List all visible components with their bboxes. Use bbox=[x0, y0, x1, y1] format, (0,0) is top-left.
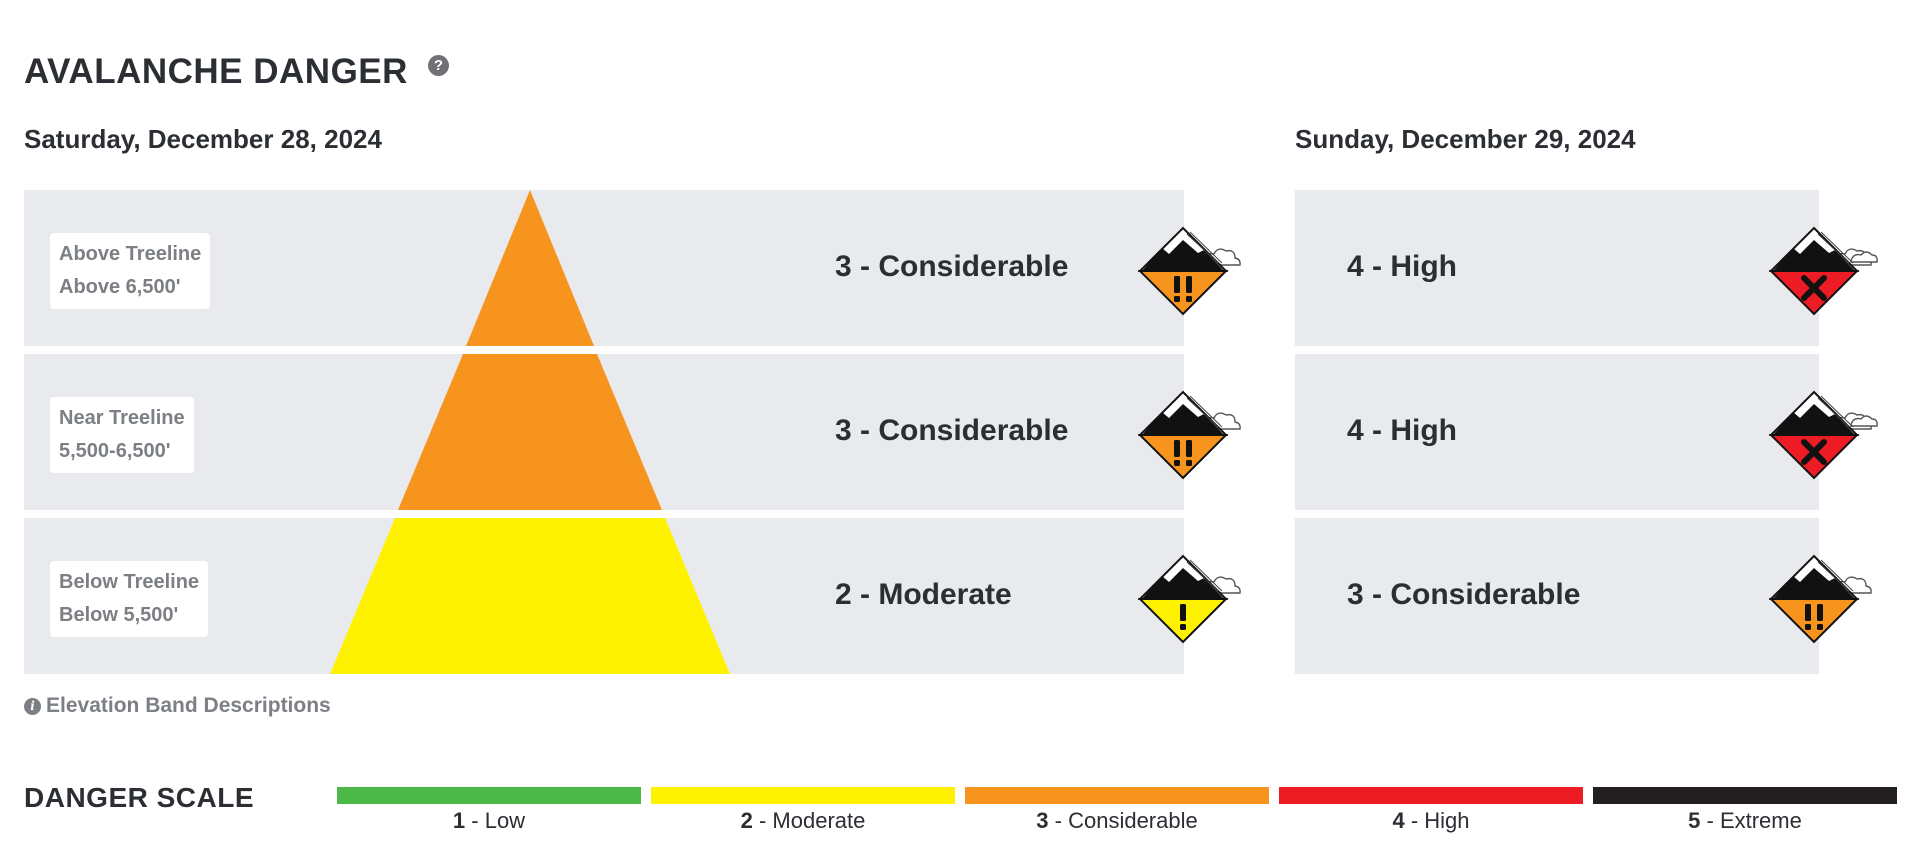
danger-scale-extreme: 5 - Extreme bbox=[1593, 787, 1897, 834]
page-title: AVALANCHE DANGER bbox=[24, 52, 408, 91]
scale-bar bbox=[1279, 787, 1583, 804]
info-icon: i bbox=[24, 697, 41, 715]
band-elevation: Above 6,500' bbox=[59, 276, 181, 298]
band-name: Above Treeline bbox=[59, 243, 202, 265]
high-danger-icon bbox=[1769, 226, 1878, 316]
day2-band-below-treeline: 3 - Considerable bbox=[1295, 518, 1872, 674]
elevation-label-below-treeline: Below Treeline Below 5,500' bbox=[50, 561, 209, 637]
scale-bar bbox=[1593, 787, 1897, 804]
band-name: Near Treeline bbox=[59, 407, 185, 429]
elevation-label-above-treeline: Above Treeline Above 6,500' bbox=[50, 233, 211, 309]
considerable-danger-icon bbox=[1138, 226, 1241, 316]
danger-rating: 4 - High bbox=[1347, 250, 1457, 283]
considerable-danger-icon bbox=[1769, 554, 1872, 644]
elevation-band-descriptions-link[interactable]: i Elevation Band Descriptions bbox=[24, 694, 331, 718]
band-name: Below Treeline bbox=[59, 571, 200, 593]
high-danger-icon bbox=[1769, 390, 1878, 480]
scale-bar bbox=[337, 787, 641, 804]
day2-band-near-treeline: 4 - High bbox=[1295, 354, 1878, 510]
elevation-label-near-treeline: Near Treeline 5,500-6,500' bbox=[50, 397, 194, 473]
header: AVALANCHE DANGER ? bbox=[24, 52, 449, 92]
danger-rating: 3 - Considerable bbox=[835, 414, 1069, 447]
scale-label: 3 - Considerable bbox=[1036, 808, 1198, 833]
danger-scale-moderate: 2 - Moderate bbox=[651, 787, 955, 834]
day2-band-above-treeline: 4 - High bbox=[1295, 190, 1878, 346]
moderate-danger-icon bbox=[1138, 554, 1241, 644]
day1-date: Saturday, December 28, 2024 bbox=[24, 124, 382, 154]
day1-band-above-treeline: Above Treeline Above 6,500' 3 - Consider… bbox=[24, 190, 1241, 346]
danger-scale-high: 4 - High bbox=[1279, 787, 1583, 834]
help-icon[interactable]: ? bbox=[427, 54, 449, 76]
band-elevation: Below 5,500' bbox=[59, 604, 179, 626]
scale-label: 5 - Extreme bbox=[1688, 808, 1802, 833]
scale-label: 1 - Low bbox=[452, 808, 526, 833]
danger-scale-title: DANGER SCALE bbox=[24, 782, 255, 813]
considerable-danger-icon bbox=[1138, 390, 1241, 480]
day2-date: Sunday, December 29, 2024 bbox=[1295, 124, 1636, 154]
danger-rating: 3 - Considerable bbox=[1347, 578, 1581, 611]
scale-bar bbox=[651, 787, 955, 804]
danger-scale-low: 1 - Low bbox=[337, 787, 641, 834]
danger-rating: 2 - Moderate bbox=[835, 578, 1012, 611]
scale-label: 2 - Moderate bbox=[740, 808, 866, 833]
day1-band-near-treeline: Near Treeline 5,500-6,500' 3 - Considera… bbox=[24, 354, 1241, 510]
elevation-band-descriptions-label: Elevation Band Descriptions bbox=[46, 694, 331, 717]
danger-rating: 4 - High bbox=[1347, 414, 1457, 447]
scale-label: 4 - High bbox=[1392, 808, 1470, 833]
danger-rating: 3 - Considerable bbox=[835, 250, 1069, 283]
danger-scale-considerable: 3 - Considerable bbox=[965, 787, 1269, 834]
day1-band-below-treeline: Below Treeline Below 5,500' 2 - Moderate bbox=[24, 518, 1241, 674]
band-elevation: 5,500-6,500' bbox=[59, 440, 171, 462]
scale-bar bbox=[965, 787, 1269, 804]
